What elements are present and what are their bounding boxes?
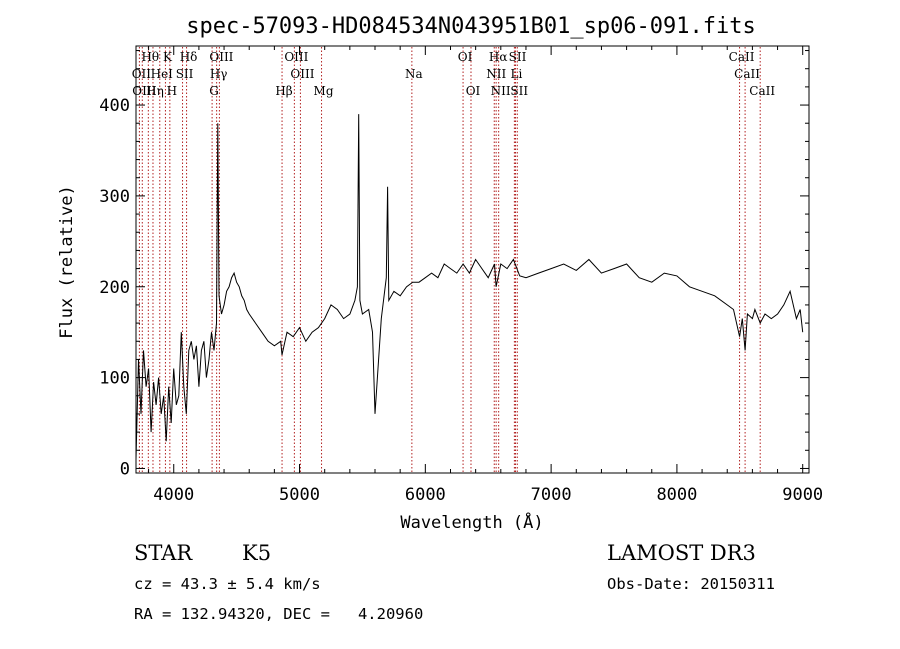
line-label-21: NII xyxy=(491,84,511,98)
y-axis: 0 100 200 300 400 xyxy=(99,50,809,479)
y-tick-label-2: 200 xyxy=(99,278,130,298)
ra-dec: RA = 132.94320, DEC = 4.20960 xyxy=(134,605,423,623)
y-tick-label-0: 0 xyxy=(120,459,130,479)
x-tick-label-1: 5000 xyxy=(279,485,320,505)
line-label-10: Hγ xyxy=(210,67,228,81)
object-subclass: K5 xyxy=(242,541,271,565)
x-tick-label-3: 7000 xyxy=(531,485,572,505)
line-label-20: NII xyxy=(486,67,506,81)
line-label-4: Hη xyxy=(146,84,164,98)
line-label-6: SII xyxy=(176,67,194,81)
line-label-13: OIII xyxy=(284,50,308,64)
line-label-1: OII xyxy=(132,67,152,81)
line-label-23: Li xyxy=(510,67,522,81)
y-tick-label-4: 400 xyxy=(99,96,130,116)
y-axis-label: Flux (relative) xyxy=(57,185,77,339)
line-label-12: Hβ xyxy=(275,84,292,98)
line-label-0: Hθ xyxy=(141,50,159,64)
line-label-2: OIII xyxy=(132,84,156,98)
line-label-19: Hα xyxy=(489,50,508,64)
x-tick-label-2: 6000 xyxy=(405,485,446,505)
line-label-7: H xyxy=(167,84,177,98)
x-tick-label-5: 9000 xyxy=(782,485,823,505)
line-label-11: G xyxy=(209,84,219,98)
survey-name: LAMOST DR3 xyxy=(607,541,756,565)
y-tick-label-1: 100 xyxy=(99,369,130,389)
chart-title: spec-57093-HD084534N043951B01_sp06-091.f… xyxy=(186,14,756,39)
line-label-8: Hδ xyxy=(180,50,198,64)
line-label-5: K xyxy=(163,50,173,64)
line-label-26: CaII xyxy=(734,67,760,81)
y-tick-label-3: 300 xyxy=(99,187,130,207)
line-label-17: OI xyxy=(458,50,473,64)
line-label-16: Na xyxy=(405,67,423,81)
line-label-27: CaII xyxy=(749,84,775,98)
line-label-25: CaII xyxy=(729,50,755,64)
redshift-text: cz = 43.3 ± 5.4 km/s xyxy=(134,575,321,593)
object-class: STAR xyxy=(134,541,193,565)
x-tick-label-0: 4000 xyxy=(153,485,194,505)
spectrum-line xyxy=(135,114,804,460)
x-axis: 4000 5000 6000 7000 8000 9000 xyxy=(148,46,823,505)
line-label-9: OIII xyxy=(209,50,233,64)
line-label-15: Mg xyxy=(314,84,334,98)
line-label-24: SII xyxy=(510,84,528,98)
plot-frame xyxy=(135,45,810,474)
line-label-18: OI xyxy=(466,84,481,98)
line-label-14: OIII xyxy=(290,67,314,81)
obs-date: Obs-Date: 20150311 xyxy=(607,575,775,593)
x-axis-label: Wavelength (Å) xyxy=(400,511,543,533)
line-label-22: SII xyxy=(509,50,527,64)
x-tick-label-4: 8000 xyxy=(656,485,697,505)
line-label-3: HeI xyxy=(151,67,174,81)
line-markers xyxy=(138,47,761,472)
